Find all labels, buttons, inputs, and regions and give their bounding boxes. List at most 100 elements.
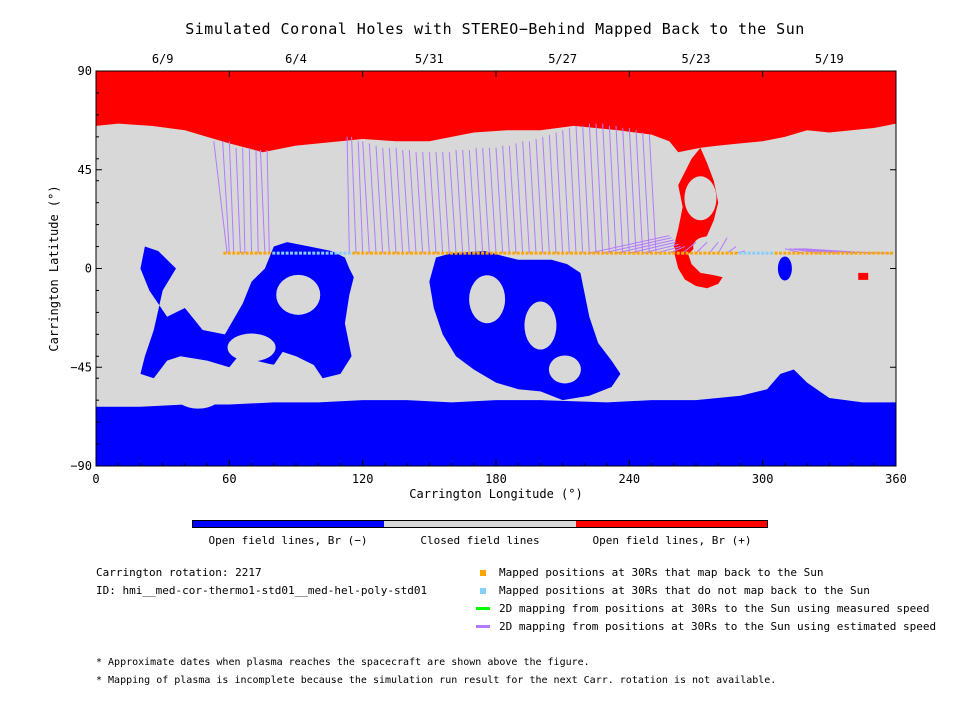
mapped-position <box>663 251 667 255</box>
mapping-line <box>462 149 470 254</box>
top-date-label: 5/19 <box>815 52 844 66</box>
mapped-position <box>881 251 885 255</box>
mapped-position <box>601 251 605 255</box>
mapped-position <box>374 251 378 255</box>
mapped-position <box>352 251 356 255</box>
mapping-line <box>628 128 637 254</box>
mapped-position <box>392 251 396 255</box>
unmapped-position <box>743 251 747 255</box>
mapping-line <box>488 147 497 254</box>
legend-estimated-line <box>476 625 490 628</box>
note-dates: * Approximate dates when plasma reaches … <box>96 657 590 668</box>
mapped-position <box>543 251 547 255</box>
mapped-position <box>485 251 489 255</box>
closed-island <box>227 333 276 362</box>
mapped-position <box>654 251 658 255</box>
mapping-line <box>648 134 657 254</box>
mapping-line <box>395 147 404 254</box>
unmapped-position <box>338 251 342 255</box>
negative-hole-small <box>777 256 792 281</box>
mapped-position <box>685 251 689 255</box>
mapped-position <box>650 251 654 255</box>
unmapped-position <box>303 251 307 255</box>
x-tick-label: 300 <box>752 472 774 486</box>
mapped-position <box>863 251 867 255</box>
mapped-position <box>454 251 458 255</box>
y-axis-label: Carrington Latitude (°) <box>47 185 61 351</box>
mapped-position <box>605 251 609 255</box>
mapped-position <box>223 251 227 255</box>
mapped-position <box>525 251 529 255</box>
mapping-line <box>635 130 644 254</box>
unmapped-position <box>312 251 316 255</box>
mapped-position <box>427 251 431 255</box>
unmapped-position <box>276 251 280 255</box>
legend-mapped-marker <box>480 570 486 576</box>
mapping-line <box>213 141 228 254</box>
mapped-position <box>254 251 258 255</box>
mapped-position <box>370 251 374 255</box>
mapping-line <box>422 152 430 254</box>
mapped-position <box>458 251 462 255</box>
mapped-position <box>241 251 245 255</box>
mapped-position <box>463 251 467 255</box>
mapping-line <box>375 145 384 254</box>
mapped-position <box>841 251 845 255</box>
mapped-position <box>832 251 836 255</box>
y-tick-label: 90 <box>78 64 92 78</box>
mapped-position <box>796 251 800 255</box>
mapping-line <box>615 239 674 254</box>
mapping-line <box>228 141 235 254</box>
unmapped-position <box>756 251 760 255</box>
mapping-line <box>368 143 377 254</box>
mapped-position <box>778 251 782 255</box>
mapping-line <box>582 125 590 254</box>
closed-island <box>174 378 223 409</box>
colorbar-label-open-positive: Open field lines, Br (+) <box>592 534 752 547</box>
mapped-position <box>574 251 578 255</box>
closed-island <box>469 275 506 324</box>
unmapped-position <box>316 251 320 255</box>
mapped-position <box>836 251 840 255</box>
mapping-line <box>357 141 364 254</box>
mapped-position <box>507 251 511 255</box>
positive-hole-extension <box>673 250 723 289</box>
mapped-position <box>716 251 720 255</box>
mapped-position <box>814 251 818 255</box>
x-tick-label: 120 <box>352 472 374 486</box>
unmapped-position <box>752 251 756 255</box>
mapped-position <box>876 251 880 255</box>
mapped-position <box>721 251 725 255</box>
mapped-position <box>267 251 271 255</box>
mapping-line <box>695 241 708 254</box>
mapping-line <box>415 152 424 254</box>
y-tick-label: 0 <box>85 262 92 276</box>
top-date-label: 5/23 <box>682 52 711 66</box>
mapping-line <box>235 147 241 254</box>
legend-unmapped-label: Mapped positions at 30Rs that do not map… <box>499 584 870 597</box>
mapping-line <box>448 152 457 254</box>
mapping-line <box>402 149 410 254</box>
mapping-line <box>528 141 537 254</box>
mapping-line <box>475 147 484 254</box>
closed-island <box>548 355 581 384</box>
mapped-position <box>690 251 694 255</box>
mapped-position <box>432 251 436 255</box>
legend-unmapped-marker <box>480 588 486 594</box>
mapped-position <box>676 251 680 255</box>
mapping-line <box>669 246 686 254</box>
mapped-position <box>441 251 445 255</box>
mapping-line <box>248 147 253 254</box>
unmapped-position <box>334 251 338 255</box>
mapped-position <box>801 251 805 255</box>
mapped-position <box>538 251 542 255</box>
unmapped-position <box>347 251 351 255</box>
mapping-line <box>588 123 597 254</box>
mapped-position <box>872 251 876 255</box>
mapping-line <box>595 123 604 254</box>
mapped-position <box>610 251 614 255</box>
note-incomplete: * Mapping of plasma is incomplete becaus… <box>96 675 777 686</box>
mapped-position <box>725 251 729 255</box>
mapping-line <box>382 147 390 254</box>
mapped-position <box>792 251 796 255</box>
